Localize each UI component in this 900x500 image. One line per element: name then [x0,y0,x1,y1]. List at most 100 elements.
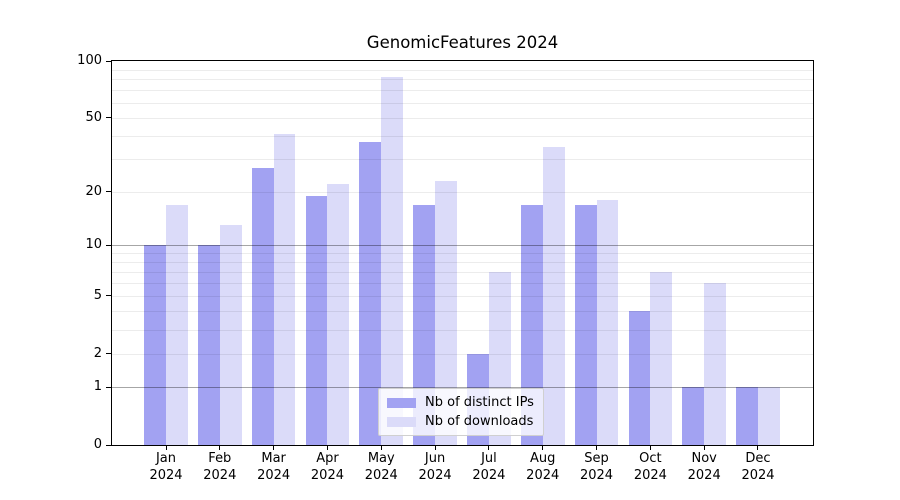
bar-distinct-ips [413,204,436,445]
x-tick-mark [219,446,221,450]
bar-downloads [650,271,673,445]
x-tick-mark [273,446,275,450]
minor-gridline [112,117,813,119]
y-tick-mark [106,117,111,119]
bar-downloads [757,387,780,445]
bar-downloads [704,283,726,445]
x-tick-label-year: 2024 [364,467,398,483]
x-tick-label-year: 2024 [472,467,506,483]
x-tick-label-year: 2024 [741,467,775,483]
bar-distinct-ips [682,387,705,445]
minor-gridline [112,102,813,104]
bar-distinct-ips [305,195,328,445]
legend-item-downloads: Nb of downloads [387,414,534,429]
x-tick-label-month: Sep [584,451,609,466]
x-tick-mark [326,446,328,450]
bar-distinct-ips [144,245,166,445]
x-tick-label-month: Jun [424,451,446,466]
minor-gridline [112,191,813,193]
x-tick-label: Jan 2024 [134,451,198,484]
legend: Nb of distinct IPs Nb of downloads [378,388,544,436]
legend-swatch-downloads [387,416,416,427]
minor-gridline [112,311,813,313]
x-tick-label: May 2024 [349,451,413,484]
x-tick-label-month: Jul [481,451,497,466]
bar-distinct-ips [198,245,220,445]
major-gridline [112,245,813,247]
minor-gridline [112,353,813,355]
x-tick-label: Oct 2024 [618,451,682,484]
x-tick-label-year: 2024 [633,467,667,483]
x-tick-label-month: Oct [639,451,662,466]
x-tick-label: Feb 2024 [188,451,252,484]
y-tick-mark [106,191,111,193]
bar-downloads [327,184,350,445]
legend-label-downloads: Nb of downloads [425,414,534,429]
y-tick-label: 1 [93,379,102,395]
x-tick-label-month: May [367,451,395,466]
bar-distinct-ips [628,311,651,445]
x-tick-label-year: 2024 [203,467,237,483]
x-tick-mark [596,446,598,450]
minor-gridline [112,69,813,71]
x-tick-mark [542,446,544,450]
x-tick-label-month: Mar [261,451,286,466]
minor-gridline [112,283,813,285]
minor-gridline [112,159,813,161]
x-tick-label-year: 2024 [418,467,452,483]
legend-swatch-distinct-ips [387,397,416,408]
bar-distinct-ips [736,387,758,445]
y-tick-mark [106,295,111,297]
minor-gridline [112,136,813,137]
x-tick-label-month: Aug [530,451,556,466]
x-tick-label-year: 2024 [257,467,291,483]
y-tick-mark [106,60,111,62]
x-tick-mark [488,446,490,450]
x-tick-mark [380,446,382,450]
y-tick-mark [106,244,111,246]
legend-item-distinct-ips: Nb of distinct IPs [387,395,534,410]
x-tick-label: Jul 2024 [457,451,521,484]
x-tick-mark [649,446,651,450]
bar-downloads [542,146,565,445]
minor-gridline [112,295,813,297]
bar-distinct-ips [359,142,382,445]
x-tick-label: Nov 2024 [672,451,736,484]
y-tick-label: 0 [93,437,102,452]
x-tick-label-year: 2024 [149,467,183,483]
minor-gridline [112,271,813,273]
y-tick-label: 5 [93,287,102,303]
bar-downloads [381,77,404,445]
bar-downloads [273,134,296,445]
x-tick-label: Mar 2024 [242,451,306,484]
y-tick-label: 2 [93,345,102,361]
x-tick-mark [434,446,436,450]
minor-gridline [112,262,813,264]
minor-gridline [112,79,813,81]
y-tick-label: 50 [85,109,102,125]
x-tick-label: Sep 2024 [565,451,629,484]
legend-label-distinct-ips: Nb of distinct IPs [425,395,534,410]
x-tick-mark [757,446,759,450]
x-tick-mark [703,446,705,450]
minor-gridline [112,90,813,92]
bar-downloads [596,200,619,445]
bar-downloads [435,180,457,445]
x-tick-label-month: Jan [155,451,177,466]
x-tick-label-year: 2024 [687,467,721,483]
x-tick-label: Aug 2024 [511,451,575,484]
x-tick-mark [165,446,167,450]
bar-downloads [219,225,242,445]
bar-distinct-ips [574,204,597,445]
bar-distinct-ips [520,204,543,445]
bar-distinct-ips [251,167,274,445]
y-tick-label: 20 [85,183,102,199]
x-tick-label-year: 2024 [310,467,344,483]
bar-downloads [166,204,188,445]
x-tick-label-year: 2024 [579,467,614,483]
minor-gridline [112,329,813,331]
x-tick-label-month: Nov [691,451,717,466]
x-tick-label-month: Apr [316,451,339,466]
x-tick-label: Dec 2024 [726,451,790,484]
x-tick-label-month: Dec [745,451,771,466]
